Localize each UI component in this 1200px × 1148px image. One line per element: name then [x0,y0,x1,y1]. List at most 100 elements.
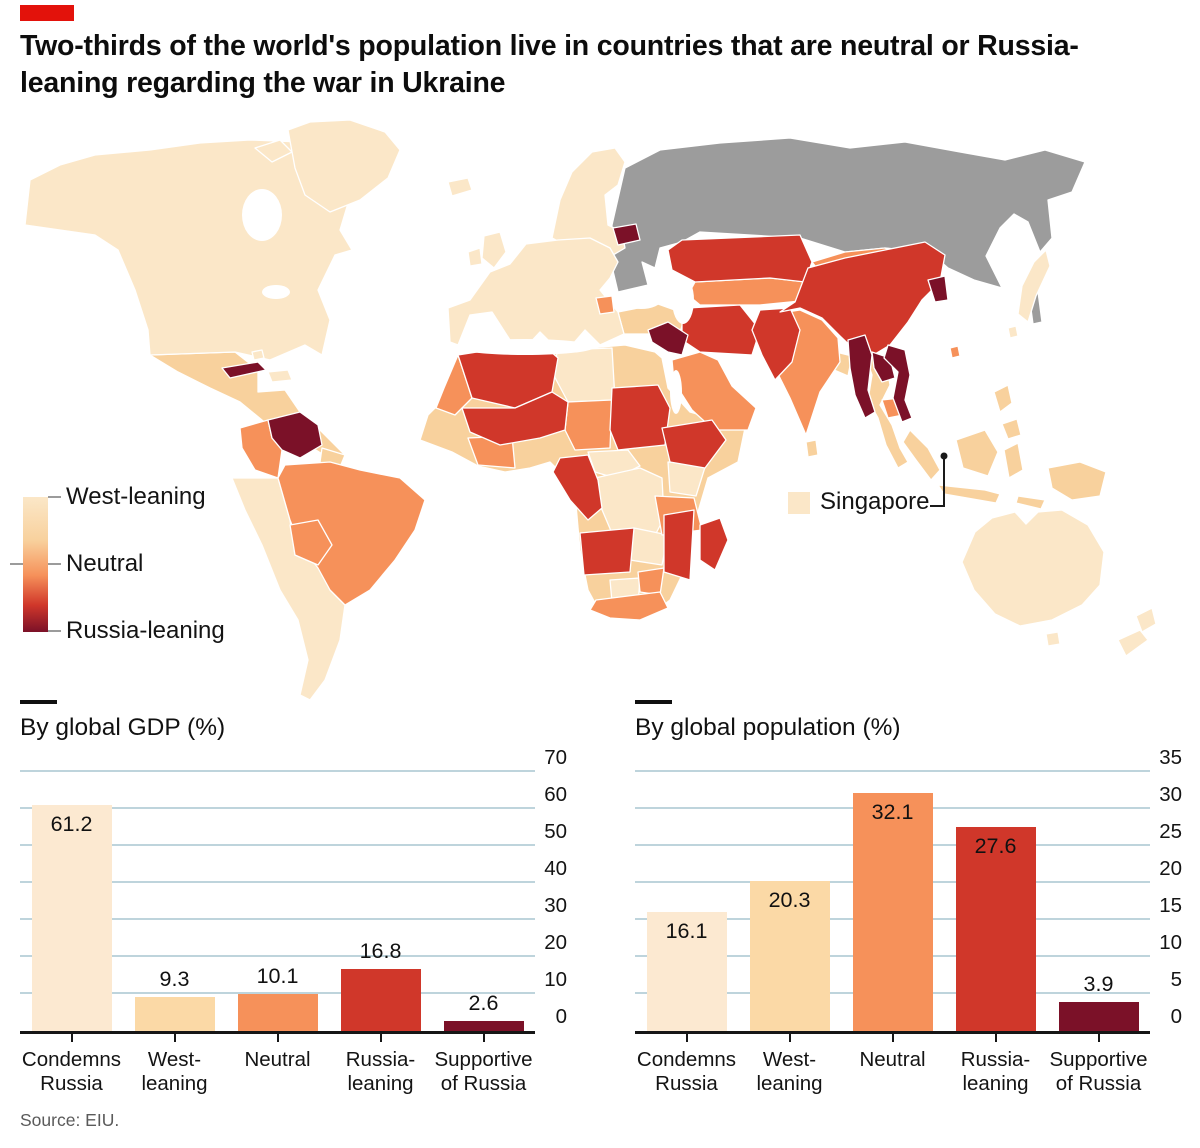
region-north-america [24,139,353,361]
bar-value-label: 9.3 [159,966,190,991]
country-dr-congo [594,467,665,546]
country-belarus [612,223,641,246]
region-west-africa [467,435,516,469]
gdp-chart: By global GDP (%) 61.2 9.3 10.1 16.8 2.6 0 10… [20,692,567,1142]
gridline [20,992,535,994]
map-regions-neutral [239,247,961,621]
map-regions-russia [84,137,1086,325]
bar [955,826,1036,1031]
country-indonesia-sumatra [902,429,941,481]
region-syria-iraq [647,321,689,356]
economist-red-tag [20,5,74,21]
bar [443,1021,524,1031]
country-bangladesh [833,351,853,377]
x-tick-mark [482,1034,485,1042]
gdp-chart-yaxis: 0 10 20 30 40 50 60 70 [535,746,567,1031]
country-morocco [435,354,473,416]
y-tick-label: 0 [555,1005,567,1028]
country-zambia [629,527,669,566]
region-tasmania [1045,631,1061,647]
legend-label-russia-leaning: Russia-leaning [66,617,225,644]
country-indonesia-timor [1015,495,1046,510]
bar [237,993,318,1031]
country-russia [609,137,1086,293]
country-japan [1017,249,1051,323]
country-mongolia [811,247,906,276]
caspian-sea [672,276,694,324]
bar-value-label: 32.1 [871,800,914,825]
x-tick-mark [173,1034,176,1042]
y-tick-label: 70 [544,746,567,769]
category-label: Neutral [859,1048,926,1071]
country-laos [871,351,896,383]
gdp-chart-categories: Condemns Russia West-leaning Neutral Russia-… [20,1034,535,1134]
bar-value-label: 2.6 [468,991,499,1016]
legend-label-west-leaning: West-leaning [66,483,206,510]
x-tick-mark [891,1034,894,1042]
country-papua-new-guinea [1047,461,1107,501]
country-cambodia [881,397,904,419]
country-indonesia-java [937,484,1001,504]
y-tick-label: 60 [544,783,567,806]
country-botswana [609,577,641,606]
country-angola [579,527,635,576]
population-chart-yaxis: 0 5 10 15 20 25 30 35 [1150,746,1182,1031]
x-tick-mark [685,1034,688,1042]
country-indonesia-borneo [955,429,999,477]
category-label: Supportive of Russia [1049,1048,1148,1095]
country-venezuela [267,411,323,459]
x-tick-mark [1097,1034,1100,1042]
country-japan-kyushu [1007,325,1019,339]
region-europe-main [447,237,625,349]
region-afghanistan-pakistan [751,307,801,381]
country-iceland [447,177,473,197]
country-australia [961,509,1105,627]
gridline [20,844,535,846]
country-new-zealand-south [1117,629,1149,657]
gridline [20,955,535,957]
country-nicaragua [295,413,321,443]
black-sea [621,291,661,309]
country-serbia [595,295,615,315]
bar-value-label: 16.8 [359,938,402,963]
country-ireland [467,247,483,267]
country-tanzania [654,495,703,536]
y-tick-label: 30 [1159,783,1182,806]
country-chad [564,399,613,451]
legend-tick-bottom [48,630,61,632]
country-kazakhstan [667,234,813,283]
country-thailand [864,354,909,469]
region-mali-niger [461,391,569,446]
region-scandinavia [551,147,626,259]
gridline [20,881,535,883]
category-label: Condemns Russia [636,1048,737,1095]
country-colombia [239,419,283,479]
country-turkey [617,303,687,335]
bar-value-label: 27.6 [974,833,1017,858]
country-cuba [221,361,267,379]
country-libya [551,347,616,403]
country-greenland [287,119,401,213]
country-madagascar [699,517,729,571]
map-regions-condemns-russia [24,119,1157,701]
country-philippines-mindanao [1001,418,1022,440]
bar [852,793,933,1031]
country-sudan [609,384,671,451]
country-philippines-luzon [993,384,1013,413]
map-regions-russia-leaning [457,234,946,581]
x-tick-mark [379,1034,382,1042]
region-taiwan [949,345,961,359]
singapore-pointer-dot [940,452,948,460]
bar-value-label: 20.3 [768,887,811,912]
country-russia-sakhalin [1027,283,1043,325]
y-tick-label: 20 [544,931,567,954]
bar [340,968,421,1031]
category-label: West-leaning [756,1048,823,1095]
country-uk [481,231,507,269]
country-china [779,241,946,361]
legend-tick-middle-left [10,563,23,565]
country-zimbabwe [637,567,665,596]
bar [31,804,112,1031]
country-bolivia [289,519,333,566]
